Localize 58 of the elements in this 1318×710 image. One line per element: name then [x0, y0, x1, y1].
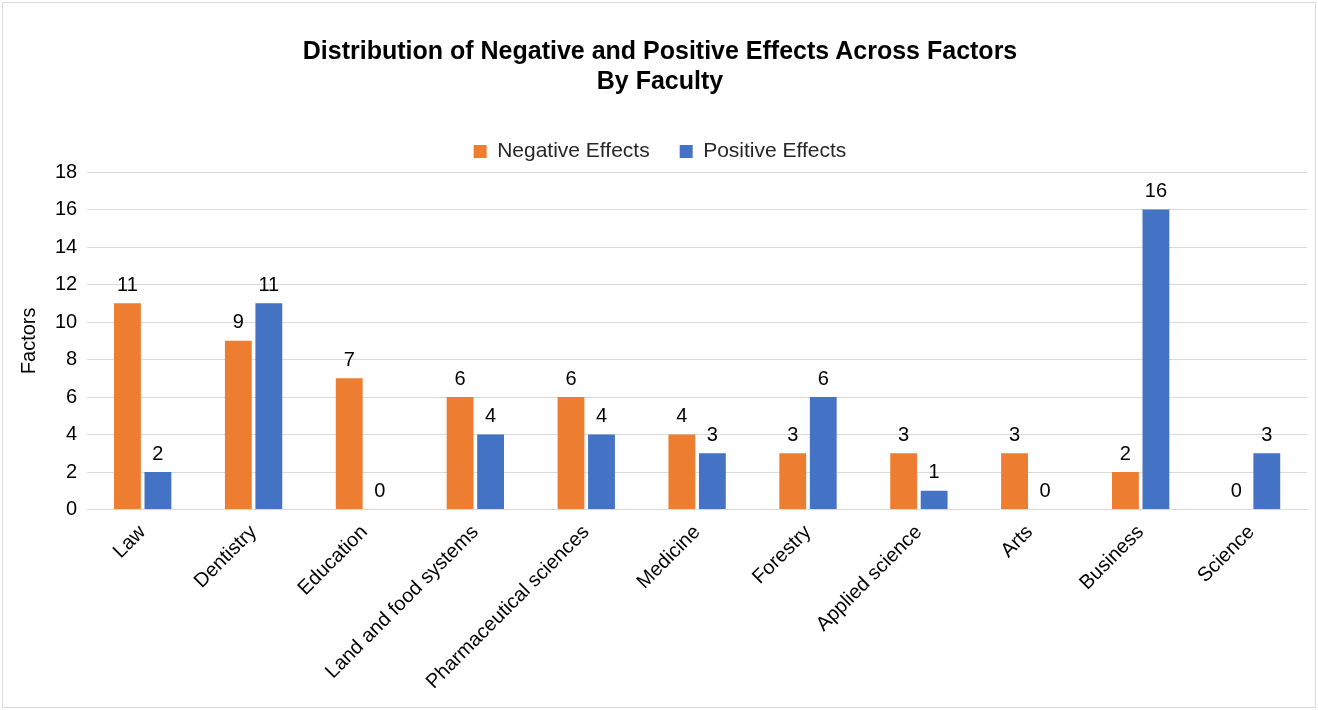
bar	[255, 303, 283, 510]
text: By Faculty	[596, 65, 724, 94]
data-label: 3	[787, 422, 799, 445]
data-label: 3	[706, 422, 718, 445]
bar	[809, 397, 837, 510]
data-label: 6	[565, 366, 577, 389]
x-tick-label: Law	[107, 519, 150, 562]
data-label: 4	[485, 404, 497, 427]
data-label: 0	[374, 479, 386, 502]
data-label: 0	[1230, 479, 1242, 502]
data-label: 3	[1008, 422, 1021, 445]
data-label: 11	[117, 272, 138, 295]
legend-label: Positive Effects	[703, 138, 847, 162]
bar	[890, 453, 918, 510]
bar	[698, 453, 726, 510]
data-label: 1	[928, 460, 940, 483]
y-tick-label: 4	[66, 422, 78, 445]
data-label: 9	[232, 310, 244, 333]
bar	[1253, 453, 1281, 510]
data-label: 3	[898, 422, 910, 445]
data-label: 7	[343, 347, 355, 370]
y-tick-label: 0	[66, 497, 78, 520]
y-tick-label: 2	[66, 459, 78, 482]
bar	[477, 434, 505, 510]
bar	[144, 472, 172, 510]
bar	[920, 490, 948, 510]
data-label: 6	[817, 366, 829, 389]
text: Distribution of Negative and Positive Effects Across Factors	[302, 35, 1018, 64]
bar	[224, 340, 252, 510]
bar	[114, 303, 141, 510]
bar	[668, 434, 696, 510]
y-tick-label: 18	[55, 159, 78, 182]
data-label: 0	[1039, 479, 1051, 502]
legend-label: Negative Effects	[497, 138, 650, 162]
y-tick-label: 10	[55, 309, 78, 332]
data-label: 2	[1119, 441, 1131, 464]
y-tick-label: 16	[55, 197, 78, 220]
x-tick-label: Arts	[995, 520, 1037, 561]
y-tick-label: 12	[55, 272, 78, 295]
y-tick-label: 14	[55, 234, 78, 257]
bar	[1142, 209, 1170, 510]
bar	[446, 397, 474, 510]
bar	[1112, 472, 1139, 510]
data-label: 3	[1261, 422, 1273, 445]
bar	[1001, 453, 1028, 510]
y-tick-label: 6	[66, 384, 78, 407]
data-label: 11	[258, 272, 280, 295]
data-label: 6	[454, 366, 466, 389]
bar	[557, 397, 585, 510]
data-label: 16	[1144, 179, 1168, 202]
bar	[779, 453, 807, 510]
data-label: 4	[595, 404, 608, 427]
y-tick-label: 8	[66, 347, 78, 370]
bar	[335, 378, 363, 510]
bar	[588, 434, 615, 510]
data-label: 2	[152, 441, 164, 464]
y-axis-title: Factors	[16, 307, 39, 375]
data-label: 4	[676, 404, 688, 427]
